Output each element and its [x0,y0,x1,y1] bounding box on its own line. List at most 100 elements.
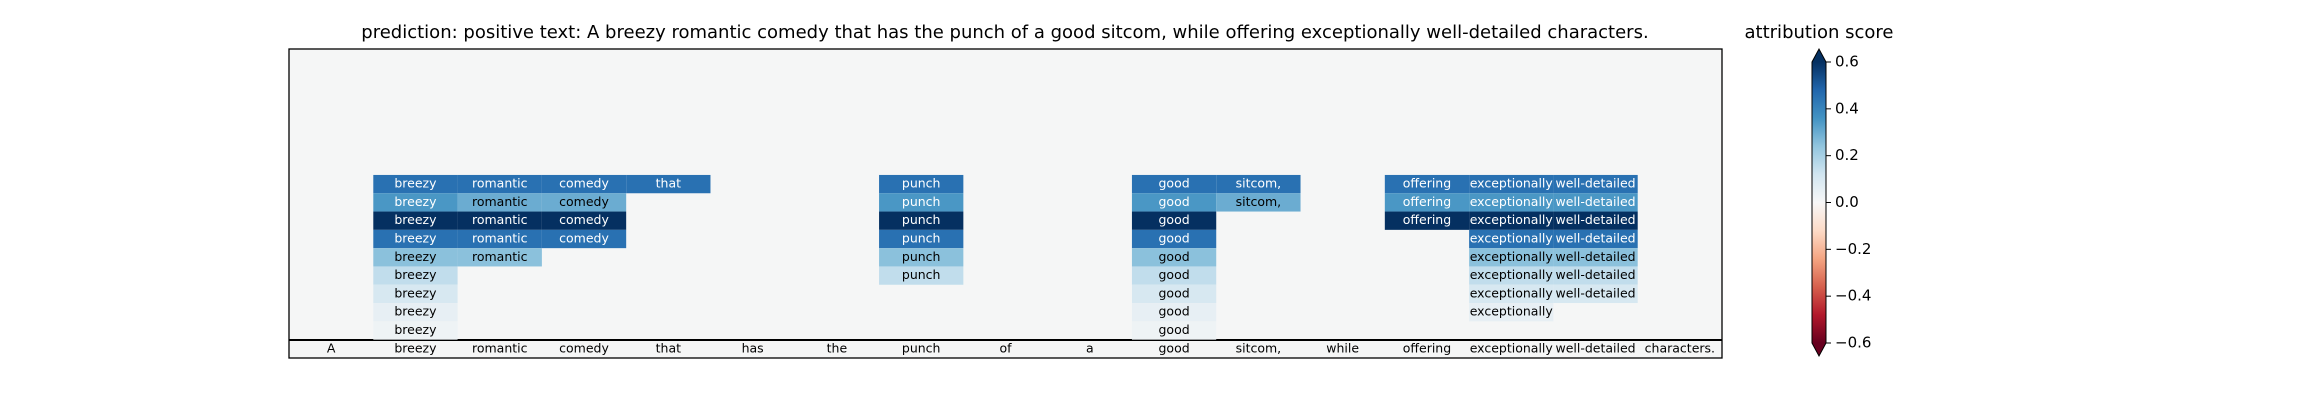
cell-token: that [656,176,681,191]
attribution-cell [373,229,458,249]
token-label: breezy [394,341,437,356]
colorbar-tick-label: 0.4 [1835,99,1859,117]
cell-token: good [1159,212,1190,227]
attribution-cell [1553,284,1638,304]
attribution-cell [1553,211,1638,230]
attribution-cell [1131,174,1217,194]
attribution-cell [541,193,627,212]
cell-token: exceptionally [1470,176,1554,191]
cell-token: punch [902,231,941,246]
attribution-cell [373,321,458,340]
cell-token: offering [1403,194,1451,209]
token-label: a [1086,341,1094,356]
colorbar-label: attribution score [1745,22,1894,43]
attribution-cell [1131,248,1217,267]
token-label: well-detailed [1555,341,1635,356]
attribution-cell [541,211,627,230]
attribution-cell [1469,266,1554,285]
attribution-cell [879,266,964,285]
cell-token: offering [1403,212,1451,227]
attribution-cell [1553,229,1638,249]
attribution-cell [457,229,542,249]
cell-token: exceptionally [1470,231,1554,246]
cell-token: well-detailed [1555,212,1635,227]
cell-token: well-detailed [1555,176,1635,191]
cell-token: romantic [472,176,528,191]
cell-token: exceptionally [1470,194,1554,209]
attribution-cell [1131,321,1217,340]
attribution-cell [457,211,542,230]
cell-token: breezy [394,176,437,191]
cell-token: good [1159,267,1190,282]
cell-token: punch [902,176,941,191]
attribution-cell [879,193,964,212]
cell-token: exceptionally [1470,267,1554,282]
cell-token: well-detailed [1555,249,1635,264]
cell-token: good [1159,304,1190,319]
attribution-cell [626,174,711,194]
colorbar-tick-label: 0.6 [1835,53,1859,71]
colorbar-extend-top [1812,49,1826,62]
attribution-cell [879,229,964,249]
attribution-cell [373,266,458,285]
colorbar-tick-label: −0.2 [1835,240,1871,258]
cell-token: exceptionally [1470,212,1554,227]
attribution-cell [1131,193,1217,212]
attribution-cell [1131,303,1217,322]
token-label: sitcom, [1236,341,1282,356]
cell-token: exceptionally [1470,285,1554,300]
cell-token: well-detailed [1555,285,1635,300]
cell-token: romantic [472,249,528,264]
cell-token: comedy [559,176,609,191]
attribution-cell [1131,284,1217,304]
cell-token: well-detailed [1555,267,1635,282]
attribution-cell [373,174,458,194]
cell-token: sitcom, [1236,176,1282,191]
attribution-cell [373,303,458,322]
token-label: good [1159,341,1190,356]
cell-token: breezy [394,285,437,300]
cell-token: breezy [394,249,437,264]
attribution-cell [541,174,627,194]
cell-token: good [1159,194,1190,209]
token-label: the [827,341,848,356]
cell-token: breezy [394,231,437,246]
cell-token: punch [902,212,941,227]
token-label: while [1326,341,1359,356]
cell-token: romantic [472,194,528,209]
cell-token: breezy [394,304,437,319]
attribution-cell [1469,174,1554,194]
colorbar-tick-label: −0.4 [1835,287,1871,305]
token-label: punch [902,341,941,356]
colorbar-tick-label: −0.6 [1835,334,1871,352]
attribution-cell [1469,229,1554,249]
attribution-cell [1469,211,1554,230]
attribution-cell [1384,211,1470,230]
token-label: has [742,341,764,356]
attribution-cell [1131,229,1217,249]
token-label: exceptionally [1470,341,1554,356]
cell-token: punch [902,249,941,264]
attribution-cell [1469,284,1554,304]
colorbar [1812,62,1826,343]
attribution-cell [541,229,627,249]
token-label: comedy [559,341,609,356]
colorbar-tick-label: 0.0 [1835,193,1859,211]
cell-token: punch [902,267,941,282]
attribution-cell [457,174,542,194]
cell-token: breezy [394,194,437,209]
cell-token: well-detailed [1555,231,1635,246]
attribution-cell [373,284,458,304]
attribution-cell [879,211,964,230]
cell-token: good [1159,231,1190,246]
attribution-cell [1384,193,1470,212]
attribution-cell [1216,193,1301,212]
cell-token: comedy [559,231,609,246]
attribution-cell [373,248,458,267]
cell-token: breezy [394,322,437,337]
colorbar-tick-label: 0.2 [1835,146,1859,164]
token-label: of [999,341,1012,356]
attribution-cell [457,193,542,212]
